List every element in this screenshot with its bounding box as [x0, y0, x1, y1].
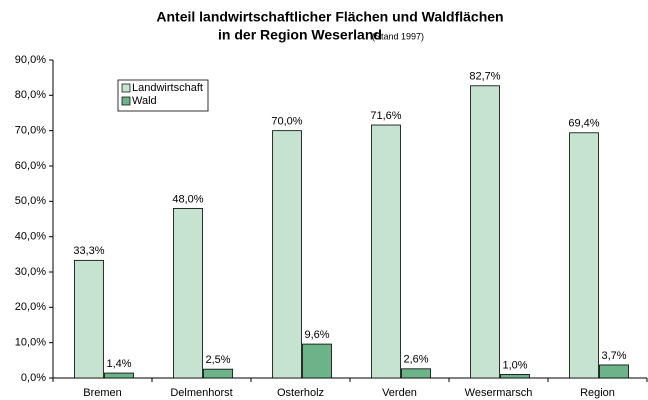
- y-tick-label: 0,0%: [21, 372, 46, 384]
- legend-swatch: [121, 96, 131, 106]
- bar: [500, 374, 530, 379]
- x-tick-label: Osterholz: [277, 387, 324, 399]
- legend-swatch: [121, 83, 131, 93]
- data-label: 69,4%: [568, 118, 599, 130]
- y-tick-label: 60,0%: [15, 160, 46, 172]
- x-tick-label: Verden: [382, 387, 417, 399]
- x-tick-label: Region: [580, 387, 615, 399]
- data-label: 71,6%: [370, 110, 401, 122]
- data-label: 2,5%: [205, 354, 230, 366]
- data-label: 2,6%: [403, 354, 428, 366]
- data-label: 33,3%: [73, 245, 104, 257]
- bar: [272, 130, 302, 379]
- x-tick-label: Delmenhorst: [170, 387, 232, 399]
- bar: [203, 368, 233, 379]
- bar: [401, 368, 431, 379]
- bar: [470, 85, 500, 379]
- legend-box: [117, 79, 209, 112]
- bar: [104, 372, 134, 379]
- bar: [74, 259, 104, 379]
- y-tick-label: 10,0%: [15, 337, 46, 349]
- chart-title: in der Region Weserland: [218, 27, 382, 43]
- bar: [371, 124, 401, 379]
- data-label: 3,7%: [601, 350, 626, 362]
- data-label: 82,7%: [469, 71, 500, 83]
- x-tick-label: Bremen: [83, 387, 122, 399]
- x-tick-label: Wesermarsch: [465, 387, 533, 399]
- bar: [569, 132, 599, 379]
- data-label: 70,0%: [271, 116, 302, 128]
- legend-label: Wald: [132, 95, 157, 107]
- data-label: 1,0%: [502, 359, 527, 371]
- y-tick-label: 90,0%: [15, 54, 46, 66]
- data-label: 48,0%: [172, 193, 203, 205]
- legend-label: Landwirtschaft: [132, 82, 203, 94]
- data-label: 9,6%: [304, 329, 329, 341]
- chart-subtitle: (Stand 1997): [372, 31, 424, 41]
- y-tick-label: 80,0%: [15, 89, 46, 101]
- chart-title: Anteil landwirtschaftlicher Flächen und …: [156, 9, 503, 25]
- y-tick-label: 20,0%: [15, 301, 46, 313]
- bar: [302, 343, 332, 379]
- bar: [173, 207, 203, 379]
- y-tick-label: 30,0%: [15, 266, 46, 278]
- y-tick-label: 50,0%: [15, 195, 46, 207]
- y-tick-label: 40,0%: [15, 231, 46, 243]
- y-tick-label: 70,0%: [15, 125, 46, 137]
- bar: [599, 364, 629, 379]
- data-label: 1,4%: [106, 358, 131, 370]
